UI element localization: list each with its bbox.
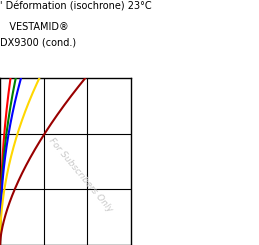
Text: ' Déformation (isochrone) 23°C: ' Déformation (isochrone) 23°C — [0, 1, 152, 11]
Text: VESTAMID®: VESTAMID® — [0, 22, 69, 32]
Text: For Subscribers Only: For Subscribers Only — [47, 136, 115, 214]
Text: DX9300 (cond.): DX9300 (cond.) — [0, 38, 76, 48]
